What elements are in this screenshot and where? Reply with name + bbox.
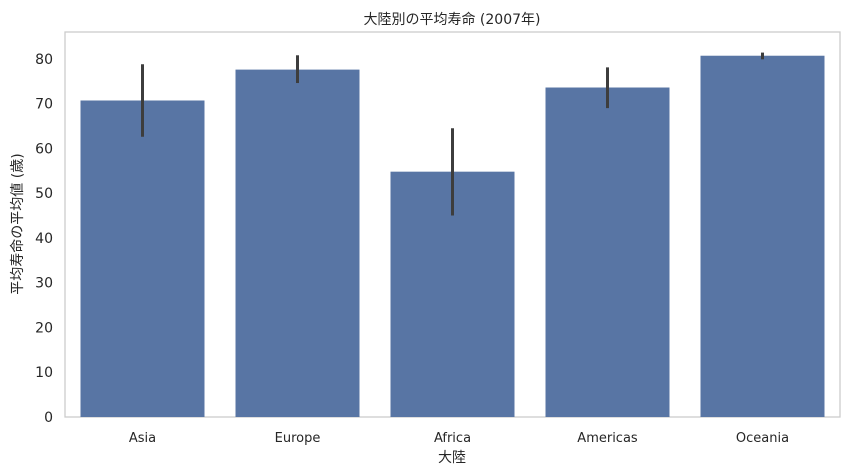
y-axis-ticks: 0 10 20 30 40 50 60 70 80 <box>35 52 53 426</box>
y-tick-label: 80 <box>35 52 53 68</box>
y-tick-label: 60 <box>35 141 53 157</box>
y-tick-label: 20 <box>35 320 53 336</box>
y-axis-title: 平均寿命の平均値 (歳) <box>9 153 26 294</box>
bar-asia <box>80 100 205 417</box>
bar-oceania <box>700 55 825 417</box>
y-tick-label: 10 <box>35 365 53 381</box>
x-tick-label-asia: Asia <box>129 431 156 446</box>
y-tick-label: 70 <box>35 97 53 113</box>
y-tick-label: 0 <box>44 410 53 426</box>
bar-americas <box>545 87 670 417</box>
y-tick-label: 30 <box>35 276 53 292</box>
chart-title: 大陸別の平均寿命 (2007年) <box>363 11 540 28</box>
error-bars-group <box>141 52 764 216</box>
bars-group <box>80 55 825 418</box>
x-tick-label-europe: Europe <box>275 431 321 446</box>
y-tick-label: 50 <box>35 186 53 202</box>
x-tick-label-africa: Africa <box>434 431 471 446</box>
x-axis-ticks: Asia Europe Africa Americas Oceania <box>129 431 789 446</box>
y-tick-label: 40 <box>35 231 53 247</box>
bar-europe <box>235 69 360 418</box>
x-tick-label-americas: Americas <box>577 431 638 446</box>
x-axis-title: 大陸 <box>438 450 466 466</box>
x-tick-label-oceania: Oceania <box>736 431 789 446</box>
